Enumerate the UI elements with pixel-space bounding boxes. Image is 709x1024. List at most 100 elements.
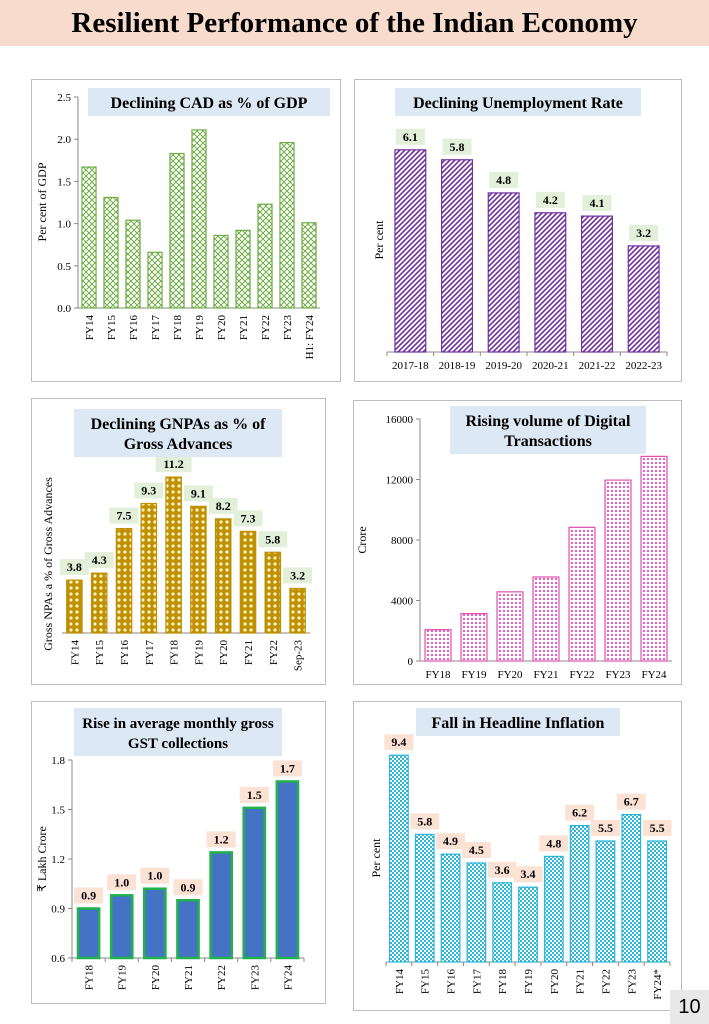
data-label-box (410, 813, 440, 830)
data-label: 1.0 (147, 869, 162, 883)
y-tick-label: 2.0 (57, 134, 71, 146)
bar-fy20 (496, 591, 524, 662)
data-label-box (436, 833, 466, 850)
data-label: 6.2 (572, 806, 587, 820)
cad-chart-svg: 0.0 0.5 1.0 1.5 2.0 2.5 FY14 FY15 FY16 FY17 FY18 FY… (35, 88, 330, 360)
data-label: 5.8 (417, 814, 432, 828)
data-label-box (208, 497, 238, 514)
y-axis-label: Per cent (369, 838, 383, 878)
x-tick-label: Sep-23 (293, 640, 305, 672)
x-tick-label: 2020-21 (532, 360, 569, 372)
x-tick-label: 2018-19 (439, 360, 476, 372)
x-tick-label: FY19 (194, 315, 206, 341)
x-tick-label: FY22 (268, 640, 280, 665)
data-label-box (173, 879, 203, 896)
bar-fy18 (492, 882, 513, 963)
page-banner: Resilient Performance of the Indian Econ… (0, 0, 709, 46)
data-label: 7.3 (241, 511, 256, 525)
data-label: 9.1 (191, 486, 206, 500)
y-axis-label: Gross NPAs a % of Gross Advances (41, 477, 55, 651)
panel-digital-transactions-chart: 0 4000 8000 12000 16000 FY18 FY19 FY20 FY21 FY22 F… (353, 400, 682, 685)
data-label: 4.8 (546, 836, 561, 850)
y-tick-label: 1.5 (51, 805, 65, 817)
x-tick-label: H1: FY24 (304, 315, 316, 360)
x-tick-label: FY23 (249, 965, 261, 991)
bar-fy21 (569, 824, 590, 963)
bar-fy14 (81, 166, 97, 309)
bar-fy22 (264, 551, 282, 634)
data-label-box (487, 861, 517, 878)
x-tick-label: FY22 (216, 965, 228, 990)
data-label-box (384, 734, 414, 751)
chart-title: Declining GNPAs as % of (91, 416, 266, 433)
data-label: 9.3 (141, 484, 156, 498)
x-tick-label: FY21 (243, 640, 255, 665)
bar-fy16 (125, 219, 141, 309)
x-tick-label: FY23 (626, 969, 638, 995)
data-label: 3.8 (67, 560, 82, 574)
chart-title: Transactions (504, 433, 592, 450)
bar-fy20 (143, 887, 167, 960)
bar-fy21 (239, 530, 257, 634)
bar-fy24 (275, 780, 300, 960)
x-tick-label: 2021-22 (579, 360, 616, 372)
data-label-box (134, 482, 164, 499)
x-tick-label: FY19 (117, 965, 129, 991)
bar-fy19 (109, 894, 134, 960)
data-label: 1.7 (280, 761, 295, 775)
chart-title-box (395, 88, 641, 116)
x-tick-label: FY19 (461, 669, 487, 681)
panel-cad-chart: 0.0 0.5 1.0 1.5 2.0 2.5 FY14 FY15 FY16 FY17 FY18 FY… (31, 79, 341, 382)
data-label-box (183, 485, 213, 502)
x-tick-label: FY17 (471, 969, 483, 995)
inflation-chart-svg: 9.4 FY14 5.8 FY15 4.9 FY16 4.5 FY17 3.6 FY18 3.4 FY… (369, 708, 672, 1000)
x-tick-label: FY24 (282, 965, 294, 991)
x-tick-label: FY14 (394, 969, 406, 995)
data-label-box (489, 171, 519, 188)
data-label: 5.8 (450, 140, 465, 154)
bar-fy18 (169, 152, 185, 309)
bar-fy16 (115, 528, 133, 634)
data-label-box (74, 887, 104, 904)
bar-2021-22 (581, 215, 614, 353)
data-label-box (395, 128, 425, 145)
data-label: 3.4 (521, 867, 536, 881)
unemployment-chart-svg: 6.1 2017-18 5.8 2018-19 4.8 2019-20 4.2 2020-21… (372, 88, 668, 372)
data-label-box (590, 820, 620, 836)
data-label-box (535, 191, 565, 208)
x-tick-label: 2017-18 (392, 360, 429, 372)
bar-fy15 (414, 833, 435, 963)
x-tick-label: FY14 (84, 315, 96, 341)
bar-fy23 (604, 479, 632, 662)
y-tick-label: 8000 (391, 535, 414, 547)
x-tick-label: FY20 (216, 315, 228, 341)
panel-inflation-chart: 9.4 FY14 5.8 FY15 4.9 FY16 4.5 FY17 3.6 FY18 3.4 FY… (353, 701, 682, 1011)
data-label: 4.5 (469, 843, 484, 857)
y-tick-label: 16000 (386, 414, 414, 426)
bar-fy23 (621, 813, 642, 963)
y-tick-label: 0.5 (57, 261, 71, 273)
bar-fy16 (440, 853, 461, 963)
bar-2022-23 (627, 245, 660, 353)
y-tick-label: 0.6 (51, 953, 65, 965)
y-axis-label: Per cent (372, 220, 386, 260)
bar-2017-18 (394, 149, 427, 353)
chart-title-box (74, 409, 282, 457)
x-tick-label: FY24 (641, 669, 667, 681)
data-label-box (461, 842, 491, 858)
bar-fy17 (140, 502, 158, 634)
x-tick-label: FY21 (575, 969, 587, 994)
x-tick-label: FY23 (605, 669, 631, 681)
panel-gst-chart: 0.6 0.9 1.2 1.5 1.8 0.9 FY18 1.0 FY19 1.0 FY20 0.9 F… (31, 701, 326, 1004)
bar-fy14 (66, 579, 83, 634)
data-label-box (155, 456, 192, 473)
chart-title-box (88, 88, 330, 116)
x-tick-label: FY21 (238, 315, 250, 340)
x-tick-label: FY15 (94, 640, 106, 666)
x-tick-label: 2019-20 (485, 360, 522, 372)
y-tick-label: 1.2 (51, 854, 65, 866)
bar-fy20 (214, 518, 232, 634)
data-label-box (206, 831, 236, 848)
data-label: 8.2 (216, 499, 231, 513)
y-axis-label: Crore (355, 526, 369, 553)
